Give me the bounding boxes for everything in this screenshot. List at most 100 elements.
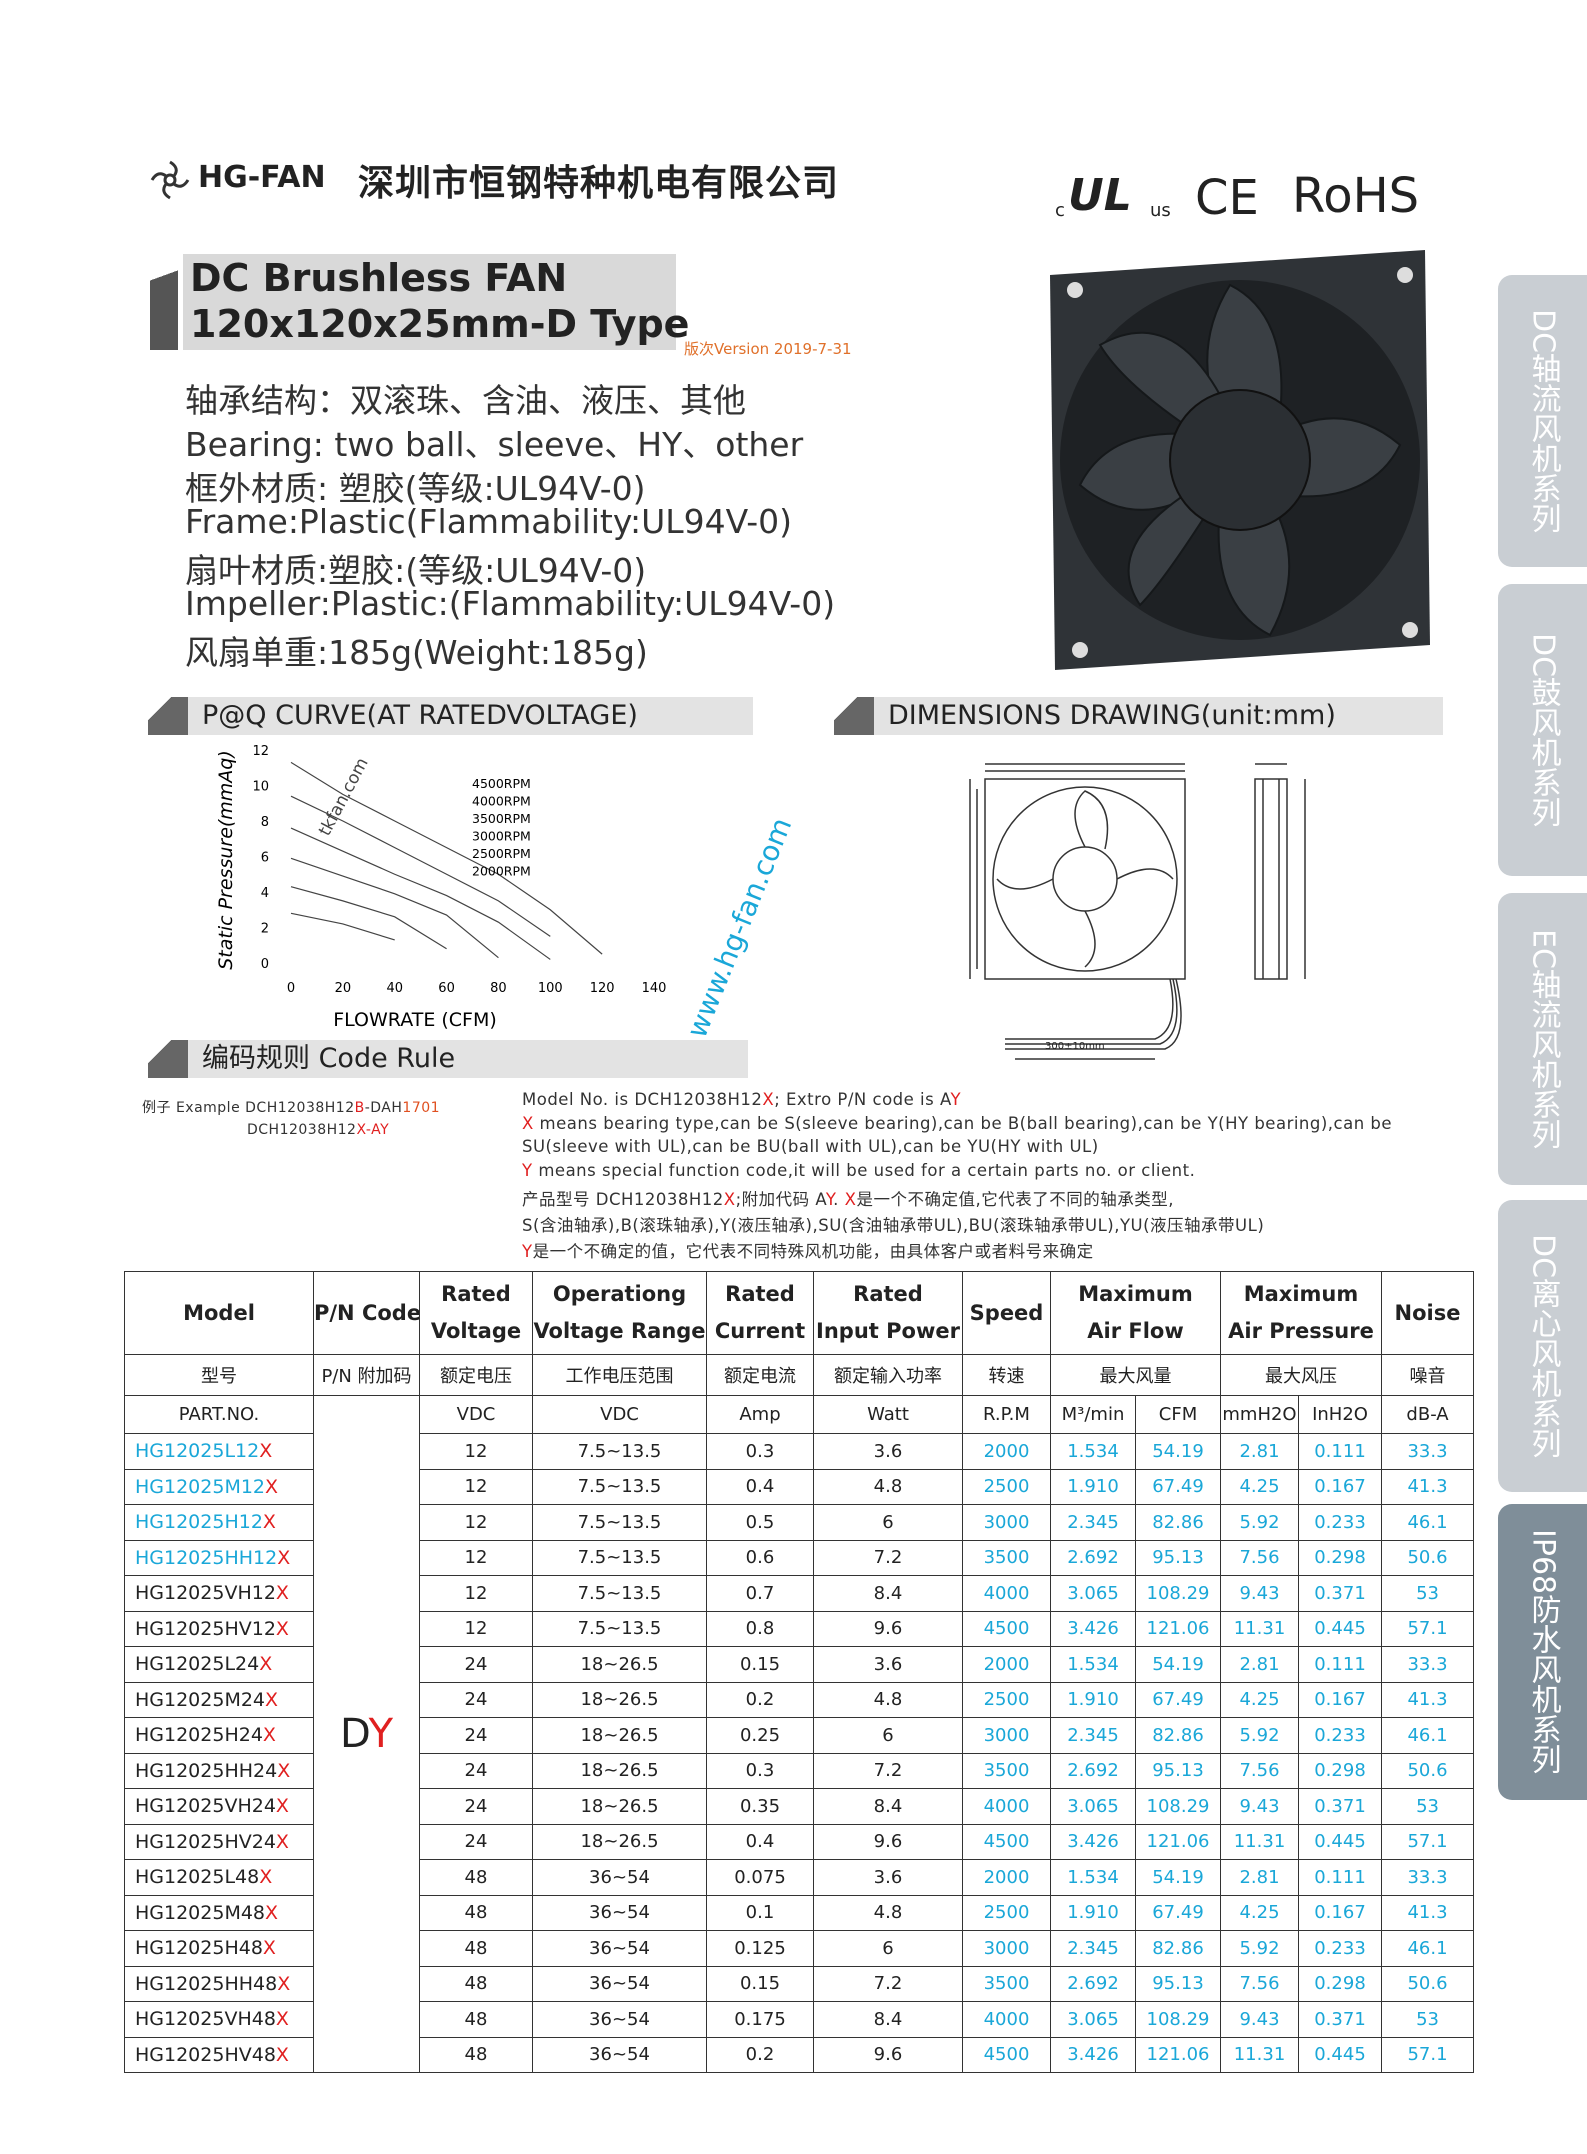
cell: 0.111 bbox=[1297, 1859, 1383, 1896]
y-tick-label: 8 bbox=[261, 815, 269, 830]
header-line: Air Pressure bbox=[1228, 1319, 1374, 1343]
side-tab: DC轴流风机系列 bbox=[1498, 275, 1587, 567]
code-line: S(含油轴承),B(滚珠轴承),Y(液压轴承),SU(含油轴承带UL),BU(滚… bbox=[522, 1212, 1264, 1236]
cell: 18~26.5 bbox=[532, 1752, 707, 1789]
code-line: Y means special function code,it will be… bbox=[522, 1161, 1195, 1180]
spec: 扇叶材质:塑胶:(等级:UL94V-0) bbox=[185, 551, 647, 590]
model-suffix: X bbox=[265, 1901, 279, 1924]
cell: 24 bbox=[419, 1717, 533, 1754]
header-line: Operationg bbox=[552, 1282, 687, 1306]
cell: 3500 bbox=[962, 1752, 1051, 1789]
cell: 0.6 bbox=[706, 1539, 814, 1576]
data-row: HG12025HH48X 48 36~54 0.15 7.2 3500 2.692 95.13… bbox=[124, 1965, 1475, 2002]
header-line: Current bbox=[714, 1319, 806, 1343]
legend-label: 4000RPM bbox=[472, 794, 531, 809]
y-tick-label: 10 bbox=[252, 780, 269, 795]
model: HG12025HH24 bbox=[135, 1759, 278, 1782]
cell: 3000 bbox=[962, 1930, 1051, 1967]
model-cell: HG12025L12X bbox=[124, 1433, 314, 1470]
cert-c: c bbox=[1055, 200, 1065, 221]
model-suffix: X bbox=[262, 1511, 276, 1534]
model-cell: HG12025M48X bbox=[124, 1894, 314, 1931]
unit-cell: CFM bbox=[1135, 1395, 1221, 1434]
data-row: HG12025H48X 48 36~54 0.125 6 3000 2.345 82.86 5.… bbox=[124, 1930, 1475, 1967]
legend-label: 2000RPM bbox=[472, 864, 531, 879]
cell: 11.31 bbox=[1220, 2036, 1299, 2073]
title-box bbox=[183, 254, 676, 350]
x-tick-label: 140 bbox=[642, 981, 667, 996]
cell: 12 bbox=[419, 1575, 533, 1612]
cell: 0.445 bbox=[1297, 2036, 1383, 2073]
cell: 6 bbox=[813, 1717, 963, 1754]
cell: 5.92 bbox=[1220, 1717, 1299, 1754]
cell: 0.298 bbox=[1297, 1752, 1383, 1789]
text-segment: X bbox=[844, 1190, 857, 1209]
cell: 3500 bbox=[962, 1965, 1051, 2002]
cell: 12 bbox=[419, 1610, 533, 1647]
data-row: HG12025HV24X 24 18~26.5 0.4 9.6 4500 3.426 121.… bbox=[124, 1823, 1475, 1860]
cell: 24 bbox=[419, 1752, 533, 1789]
model: HG12025L12 bbox=[135, 1440, 260, 1463]
cell: 4500 bbox=[962, 2036, 1051, 2073]
cell: 8.4 bbox=[813, 2001, 963, 2038]
section-header: 编码规则 Code Rule bbox=[148, 1040, 748, 1078]
header-cell: Maximum Air Flow bbox=[1050, 1271, 1221, 1355]
data-row: HG12025H24X 24 18~26.5 0.25 6 3000 2.345 82.86 5… bbox=[124, 1717, 1475, 1754]
cell: 5.92 bbox=[1220, 1930, 1299, 1967]
cell: 8.4 bbox=[813, 1575, 963, 1612]
cell: 41.3 bbox=[1381, 1468, 1475, 1505]
text-segment: Model No. is DCH12038H12 bbox=[522, 1090, 763, 1109]
cell: 1.910 bbox=[1050, 1468, 1136, 1505]
cell: 0.7 bbox=[706, 1575, 814, 1612]
cell: 0.125 bbox=[706, 1930, 814, 1967]
text-segment: 1701 bbox=[402, 1100, 441, 1116]
cell: 0.15 bbox=[706, 1965, 814, 2002]
data-row: HG12025HV48X 48 36~54 0.2 9.6 4500 3.426 121.06… bbox=[124, 2036, 1475, 2073]
cell: 67.49 bbox=[1135, 1468, 1221, 1505]
pn-code: Y bbox=[368, 1711, 394, 1757]
cell: 0.4 bbox=[706, 1468, 814, 1505]
model: HG12025H12 bbox=[135, 1511, 263, 1534]
cell: 7.2 bbox=[813, 1539, 963, 1576]
cell: 0.111 bbox=[1297, 1433, 1383, 1470]
header-cell: Speed bbox=[962, 1271, 1051, 1355]
cell: 0.4 bbox=[706, 1823, 814, 1860]
cert-ul: UL bbox=[1068, 170, 1132, 221]
header-line: Maximum bbox=[1243, 1282, 1359, 1306]
text-segment: DCH12038H12 bbox=[247, 1122, 357, 1138]
model-cell: HG12025HV24X bbox=[124, 1823, 314, 1860]
cell: 24 bbox=[419, 1788, 533, 1825]
x-tick-label: 60 bbox=[438, 981, 455, 996]
model: HG12025M48 bbox=[135, 1901, 266, 1924]
legend-label: 3000RPM bbox=[472, 829, 531, 844]
cell: 0.371 bbox=[1297, 2001, 1383, 2038]
cell: 4.8 bbox=[813, 1681, 963, 1718]
code-example: DCH12038H12X-AY bbox=[247, 1122, 389, 1138]
y-tick-label: 12 bbox=[252, 744, 269, 759]
cell: 7.5~13.5 bbox=[532, 1610, 707, 1647]
cell: 0.371 bbox=[1297, 1575, 1383, 1612]
dimension-drawing bbox=[969, 763, 1306, 1060]
header-line: Rated bbox=[441, 1282, 511, 1306]
cell: 121.06 bbox=[1135, 1823, 1221, 1860]
cell: 4500 bbox=[962, 1823, 1051, 1860]
model-suffix: X bbox=[259, 1866, 273, 1889]
cell: 6 bbox=[813, 1504, 963, 1541]
cert-rohs: RoHS bbox=[1292, 168, 1420, 224]
spec: Bearing: two ball、sleeve、HY、other bbox=[185, 425, 804, 464]
cell: 2.692 bbox=[1050, 1965, 1136, 2002]
model-suffix: X bbox=[275, 1830, 289, 1853]
spec: 轴承结构：双滚珠、含油、液压、其他 bbox=[185, 381, 746, 420]
cell: 24 bbox=[419, 1823, 533, 1860]
cell: 82.86 bbox=[1135, 1930, 1221, 1967]
data-row: HG12025VH12X 12 7.5~13.5 0.7 8.4 4000 3.065 108… bbox=[124, 1575, 1475, 1612]
model-cell: HG12025HV48X bbox=[124, 2036, 314, 2073]
cell: 4.25 bbox=[1220, 1681, 1299, 1718]
x-axis-label: FLOWRATE (CFM) bbox=[333, 1009, 497, 1031]
model-suffix: X bbox=[275, 1617, 289, 1640]
model: HG12025VH48 bbox=[135, 2008, 276, 2031]
unit-cell: Watt bbox=[813, 1395, 963, 1434]
cell: 18~26.5 bbox=[532, 1681, 707, 1718]
section-title: 编码规则 Code Rule bbox=[202, 1043, 456, 1074]
